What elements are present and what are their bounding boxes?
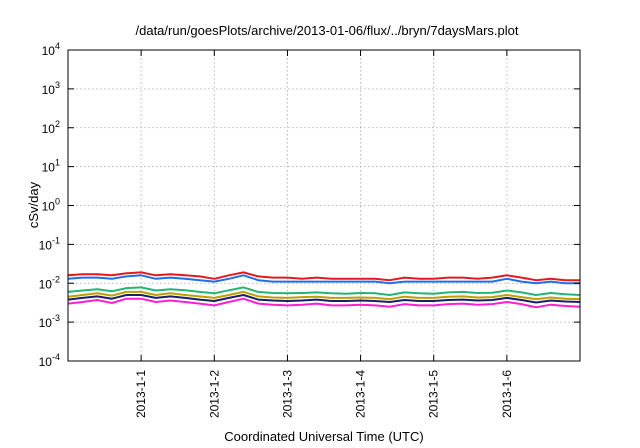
y-tick-label: 103: [42, 80, 60, 97]
y-tick-base: 10: [39, 238, 53, 252]
y-tick-exponent: 0: [55, 197, 60, 207]
y-tick-base: 10: [39, 277, 53, 291]
series-line-5: [67, 294, 581, 304]
y-tick-label: 102: [42, 119, 60, 136]
y-tick-exponent: -1: [52, 235, 60, 245]
x-tick-label: 2013-1-1: [134, 370, 148, 418]
y-tick-exponent: 2: [55, 119, 60, 129]
x-tick-label: 2013-1-3: [280, 370, 294, 418]
y-tick-label: 104: [42, 41, 60, 58]
y-tick-base: 10: [42, 161, 56, 175]
y-tick-base: 10: [42, 44, 56, 58]
y-tick-label: 100: [42, 197, 60, 214]
x-tick-labels: 2013-1-1 2013-1-2 2013-1-3 2013-1-4 2013-1-5…: [134, 370, 514, 418]
series-line-2: [67, 274, 580, 285]
y-tick-exponent: -2: [52, 274, 60, 284]
y-tick-exponent: -4: [52, 352, 60, 362]
x-tick-label: 2013-1-6: [500, 370, 514, 418]
y-tick-label: 10-1: [39, 235, 60, 252]
series-line-4: [67, 290, 581, 301]
y-tick-base: 10: [42, 122, 56, 136]
series-line-6: [67, 297, 581, 309]
y-tick-base: 10: [39, 355, 53, 369]
y-tick-base: 10: [42, 200, 56, 214]
x-axis-label: Coordinated Universal Time (UTC): [224, 429, 423, 444]
y-tick-exponent: -3: [52, 313, 60, 323]
y-axis-label: cSv/day: [26, 181, 41, 228]
y-tick-label: 101: [42, 158, 60, 175]
x-tick-label: 2013-1-2: [207, 370, 221, 418]
x-tick-label: 2013-1-5: [427, 370, 441, 418]
grid: [68, 50, 580, 361]
y-tick-exponent: 1: [55, 158, 60, 168]
y-tick-label: 10-3: [39, 313, 60, 330]
y-tick-exponent: 4: [55, 41, 60, 51]
y-tick-label: 10-2: [39, 274, 60, 291]
y-tick-exponent: 3: [55, 80, 60, 90]
y-tick-base: 10: [42, 83, 56, 97]
ticks: [68, 49, 580, 362]
series-group: [67, 271, 581, 309]
chart-title: /data/run/goesPlots/archive/2013-01-06/f…: [136, 23, 519, 38]
x-tick-label: 2013-1-4: [354, 370, 368, 418]
series-line-3: [67, 286, 581, 296]
series-line-1: [67, 271, 580, 282]
y-tick-label: 10-4: [39, 352, 60, 369]
y-tick-base: 10: [39, 316, 53, 330]
